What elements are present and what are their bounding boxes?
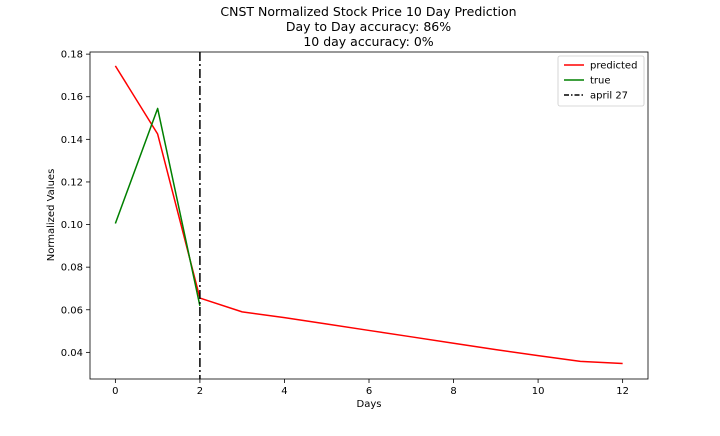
x-tick-label: 6 — [366, 386, 372, 397]
legend-label-true: true — [590, 76, 611, 87]
y-axis-label: Normalized Values — [46, 169, 57, 262]
x-tick-label: 2 — [197, 386, 203, 397]
x-tick-label: 10 — [532, 386, 545, 397]
y-tick-label: 0.14 — [61, 135, 83, 146]
plot-area — [114, 52, 623, 379]
y-tick-label: 0.12 — [61, 177, 83, 188]
legend: predicted true april 27 — [557, 55, 645, 107]
y-tick-label: 0.08 — [61, 263, 83, 274]
chart-title-line-1: CNST Normalized Stock Price 10 Day Predi… — [220, 4, 517, 19]
chart-title-line-2: Day to Day accuracy: 86% — [285, 19, 452, 34]
y-tick-label: 0.06 — [61, 305, 83, 316]
x-tick-label: 0 — [112, 386, 118, 397]
series-line-predicted — [114, 65, 623, 365]
x-tick-label: 8 — [450, 386, 456, 397]
series-line-true — [114, 107, 201, 307]
axes: 0 2 4 6 8 10 12 0.04 0.06 0.08 0.10 0.12 0.14 0.16 0.1… — [61, 50, 649, 397]
y-tick-label: 0.10 — [61, 220, 83, 231]
legend-box — [557, 55, 645, 107]
legend-label-april-27: april 27 — [590, 91, 628, 102]
y-tick-label: 0.18 — [61, 50, 83, 61]
x-tick-label: 4 — [281, 386, 287, 397]
x-tick-label: 12 — [616, 386, 629, 397]
y-tick-label: 0.04 — [61, 348, 83, 359]
chart-title-line-3: 10 day accuracy: 0% — [303, 34, 434, 49]
x-axis-label: Days — [357, 399, 382, 410]
y-tick-label: 0.16 — [61, 92, 83, 103]
legend-label-predicted: predicted — [590, 61, 637, 72]
